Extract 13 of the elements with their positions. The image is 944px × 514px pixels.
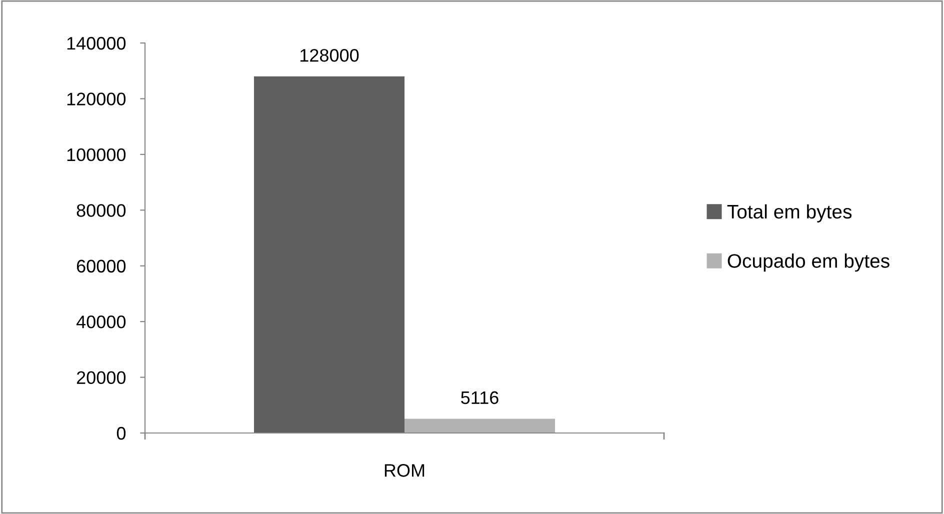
y-tick-label: 60000 bbox=[76, 260, 126, 273]
y-tick-label: 140000 bbox=[67, 36, 126, 50]
data-label: 128000 bbox=[300, 48, 359, 62]
y-tick-label: 100000 bbox=[67, 148, 126, 162]
y-tick-label: 20000 bbox=[76, 371, 126, 384]
y-tick-label: 40000 bbox=[76, 316, 126, 328]
x-tick-label: ROM bbox=[384, 464, 424, 477]
data-label: 5116 bbox=[461, 391, 498, 404]
legend-label: Ocupado em bytes bbox=[728, 254, 890, 272]
legend-label: Total em bytes bbox=[727, 204, 852, 222]
y-tick-label: 0 bbox=[116, 426, 126, 440]
y-tick-label: 80000 bbox=[76, 204, 126, 217]
y-tick-label: 120000 bbox=[67, 92, 126, 106]
